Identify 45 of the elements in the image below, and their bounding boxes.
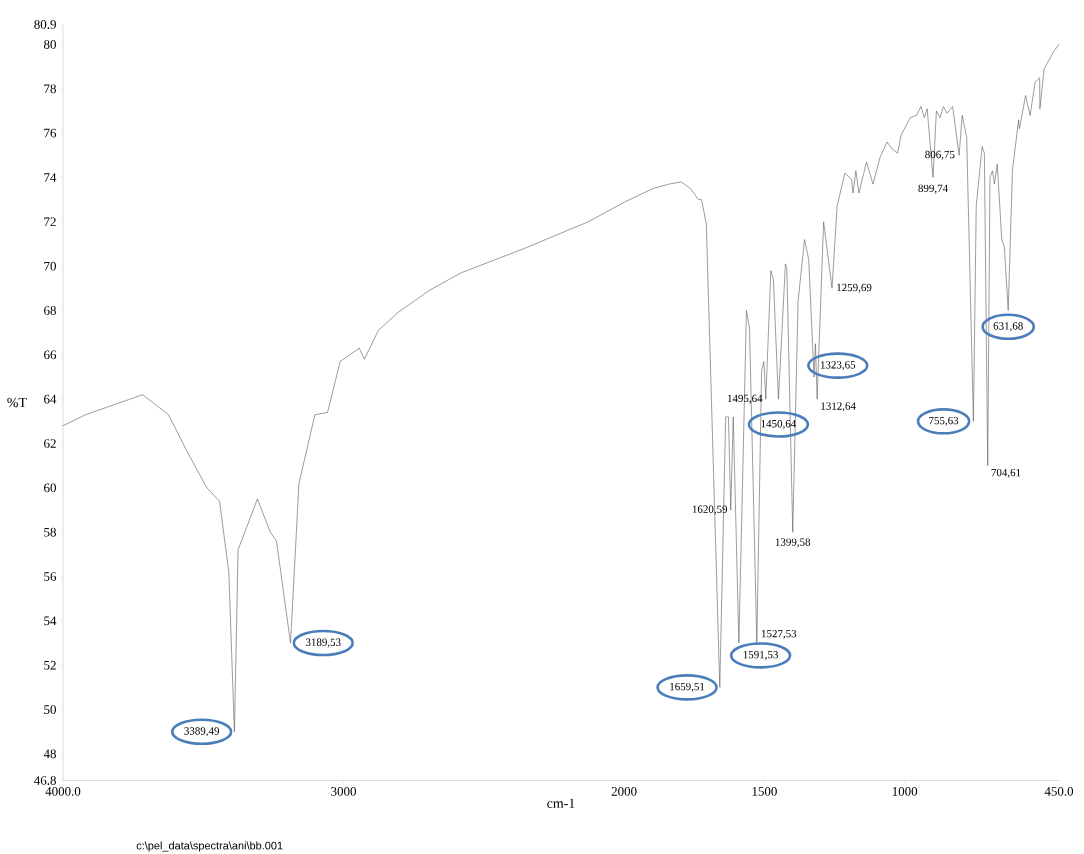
annotation: 1399,58 xyxy=(775,538,811,548)
y-tick-label: 80.9 xyxy=(34,20,56,30)
x-axis-title: cm-1 xyxy=(547,798,575,809)
y-tick-label: 66 xyxy=(44,350,57,360)
annotation: 755,63 xyxy=(929,417,959,427)
x-tick-label: 4000.0 xyxy=(45,787,81,797)
annotation: 1527,53 xyxy=(761,630,797,640)
y-tick-label: 50 xyxy=(44,705,56,715)
annotation: 1450,64 xyxy=(761,420,797,430)
y-tick-label: 74 xyxy=(44,173,57,182)
y-tick-label: 46.8 xyxy=(34,776,56,786)
annotation: 1591,53 xyxy=(743,651,778,661)
annotation: 899,74 xyxy=(918,184,948,194)
annotation: 1312,64 xyxy=(821,402,856,412)
x-tick-label: 450.0 xyxy=(1044,787,1074,797)
annotation: 1620,59 xyxy=(692,505,728,515)
y-axis-title: %T xyxy=(7,398,27,408)
x-tick-label: 1000 xyxy=(892,787,918,797)
annotation: 1495,64 xyxy=(727,394,763,404)
y-tick-label: 72 xyxy=(44,217,56,227)
annotation: 3189,53 xyxy=(305,638,341,648)
y-tick-label: 78 xyxy=(44,84,56,94)
y-tick-label: 54 xyxy=(44,616,57,626)
annotation: 631,68 xyxy=(993,322,1023,332)
x-tick-label: 2000 xyxy=(611,787,637,797)
annotation: 1659,51 xyxy=(670,683,705,693)
y-tick-label: 62 xyxy=(44,439,56,449)
annotation: 704,61 xyxy=(991,469,1021,479)
annotation: 806,75 xyxy=(925,151,955,161)
y-tick-label: 80 xyxy=(44,40,56,50)
y-tick-label: 58 xyxy=(44,528,56,537)
x-tick-label: 3000 xyxy=(331,787,357,797)
y-tick-label: 70 xyxy=(44,262,56,271)
y-tick-label: 60 xyxy=(44,483,56,493)
annotation: 1259,69 xyxy=(837,284,872,294)
x-tick-label: 1500 xyxy=(752,787,777,797)
y-tick-label: 52 xyxy=(44,661,56,670)
text: c:\pel_data\spectra\ani\bb.001 xyxy=(136,841,283,852)
y-tick-label: 68 xyxy=(44,306,56,316)
y-tick-label: 56 xyxy=(44,572,57,582)
y-tick-label: 64 xyxy=(44,395,57,404)
y-tick-label: 76 xyxy=(44,129,57,138)
annotation: 1323,65 xyxy=(820,361,856,371)
y-tick-label: 48 xyxy=(43,749,56,759)
annotation: 3389,49 xyxy=(184,727,220,737)
